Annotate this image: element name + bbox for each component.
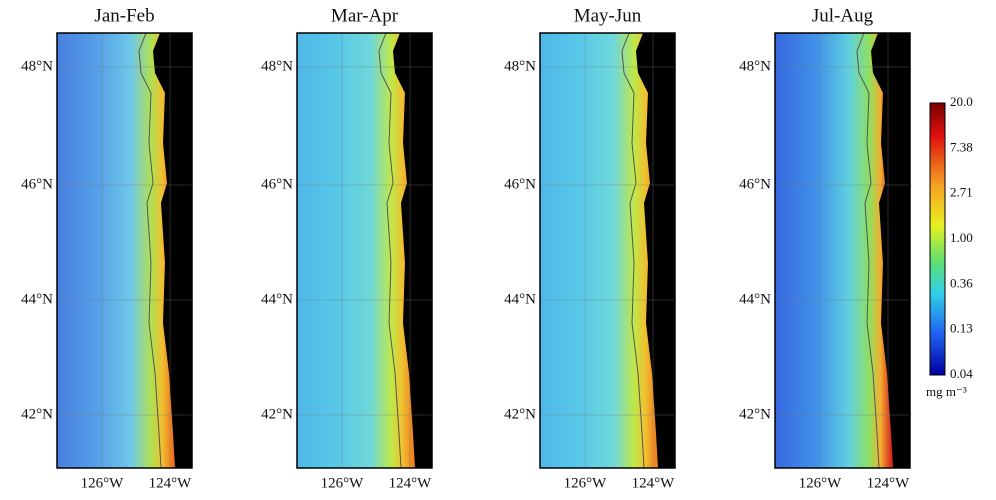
coastline xyxy=(378,32,402,469)
map-frame xyxy=(539,32,676,469)
colorbar-unit: mg m⁻³ xyxy=(926,384,967,399)
colorbar-label: 2.71 xyxy=(950,185,973,200)
land xyxy=(636,33,675,468)
panel-title: Jul-Aug xyxy=(812,5,874,26)
colorbar-label: 7.38 xyxy=(950,139,973,154)
lat-label: 44°N xyxy=(21,291,53,307)
land xyxy=(153,33,192,468)
lat-label: 42°N xyxy=(504,406,536,422)
colorbar-label: 1.00 xyxy=(950,230,973,245)
map-frame xyxy=(56,32,193,469)
coastline xyxy=(856,32,880,469)
lon-label: 126°W xyxy=(564,475,607,491)
lat-label: 42°N xyxy=(21,406,53,422)
lon-label: 126°W xyxy=(81,475,124,491)
land xyxy=(871,33,910,468)
lat-label: 42°N xyxy=(739,406,771,422)
lat-label: 44°N xyxy=(261,291,293,307)
lon-label: 124°W xyxy=(632,475,675,491)
colorbar-label: 0.04 xyxy=(950,366,973,381)
coastline xyxy=(621,32,645,469)
colorbar-label: 20.0 xyxy=(950,94,973,109)
lat-label: 46°N xyxy=(261,176,293,192)
lat-label: 44°N xyxy=(504,291,536,307)
lat-label: 48°N xyxy=(21,58,53,74)
lon-label: 124°W xyxy=(867,475,910,491)
lon-label: 126°W xyxy=(321,475,364,491)
colorbar-label: 0.13 xyxy=(950,321,973,336)
lat-label: 46°N xyxy=(21,176,53,192)
lon-label: 126°W xyxy=(799,475,842,491)
lat-label: 42°N xyxy=(261,406,293,422)
lat-label: 44°N xyxy=(739,291,771,307)
panel-title: Jan-Feb xyxy=(94,5,154,26)
panel-title: May-Jun xyxy=(574,5,642,26)
land xyxy=(393,33,432,468)
map-frame xyxy=(296,32,433,469)
lat-label: 48°N xyxy=(504,58,536,74)
lat-label: 48°N xyxy=(261,58,293,74)
colorbar xyxy=(929,102,946,376)
lat-label: 48°N xyxy=(739,58,771,74)
coastline xyxy=(138,32,162,469)
lon-label: 124°W xyxy=(149,475,192,491)
map-frame xyxy=(774,32,911,469)
lat-label: 46°N xyxy=(504,176,536,192)
colorbar-label: 0.36 xyxy=(950,275,973,290)
panel-title: Mar-Apr xyxy=(331,5,399,26)
lat-label: 46°N xyxy=(739,176,771,192)
lon-label: 124°W xyxy=(389,475,432,491)
